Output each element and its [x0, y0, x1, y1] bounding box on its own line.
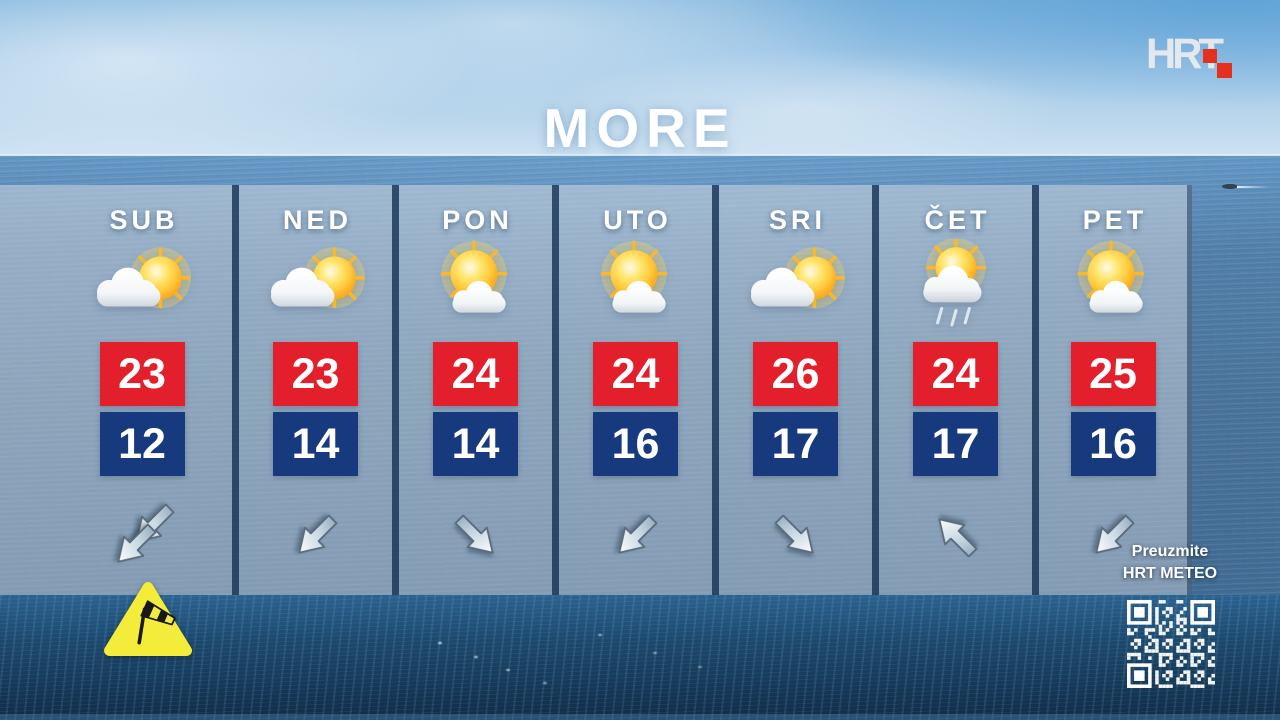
day-column: NED 23 14 — [232, 185, 392, 595]
temp-low-value: 16 — [611, 419, 660, 468]
day-column: UTO 24 16 — [552, 185, 712, 595]
temp-low-value: 17 — [931, 419, 980, 468]
day-column: ČET — [872, 185, 1032, 595]
temp-high-box: 25 — [1070, 342, 1156, 406]
wind-indicator — [906, 502, 1006, 570]
wind-direction-arrow-icon — [1095, 514, 1135, 554]
weather-icon — [254, 239, 378, 331]
wind-indicator — [426, 502, 526, 570]
day-column: SUB 23 12 — [0, 185, 232, 595]
temp-low-box: 16 — [593, 412, 678, 476]
temp-low-value: 14 — [451, 419, 500, 468]
wind-direction-arrow-icon — [454, 514, 494, 554]
day-label: NED — [282, 205, 352, 235]
temp-high-value: 23 — [118, 349, 166, 398]
temp-high-value: 24 — [611, 349, 660, 398]
promo-line-2: HRT METEO — [1122, 564, 1218, 582]
temp-low-box: 17 — [753, 412, 838, 476]
day-label: ČET — [924, 205, 991, 235]
day-label: UTO — [603, 205, 672, 235]
partly-cloudy-icon — [270, 247, 365, 309]
mostly-sunny-icon — [599, 240, 667, 313]
day-label: PON — [442, 205, 513, 235]
weather-icon — [894, 237, 1018, 331]
hrt-logo-red-square-icon — [1217, 63, 1232, 78]
temp-high-value: 24 — [931, 349, 980, 398]
temp-low-value: 12 — [118, 419, 166, 468]
weather-icon — [734, 239, 858, 331]
temp-low-box: 17 — [913, 412, 998, 476]
temp-high-box: 26 — [753, 342, 838, 406]
day-label: PET — [1082, 205, 1148, 235]
temp-high-box: 23 — [273, 342, 358, 406]
mostly-sunny-icon — [1077, 240, 1145, 313]
temp-high-box: 23 — [99, 342, 185, 406]
sea-foreground — [0, 595, 1280, 720]
weather-icon — [414, 239, 538, 331]
temp-high-value: 26 — [771, 349, 820, 398]
day-column: PON 24 14 — [392, 185, 552, 595]
temp-low-box: 16 — [1070, 412, 1156, 476]
page-title: MORE — [543, 97, 737, 159]
day-column: SRI 26 17 — [712, 185, 872, 595]
temp-low-box: 14 — [273, 412, 358, 476]
forecast-table: SUB 23 12 — [0, 185, 1192, 595]
wind-indicator — [1063, 502, 1163, 570]
wind-warning-badge — [104, 579, 192, 659]
mostly-sunny-icon — [439, 240, 507, 313]
weather-icon — [574, 239, 698, 331]
temp-high-value: 23 — [291, 349, 340, 398]
wind-direction-arrow-icon — [297, 514, 337, 554]
day-column: PET 25 16 — [1032, 185, 1192, 595]
boat — [1222, 184, 1269, 189]
wind-indicator — [586, 502, 686, 570]
temp-low-value: 16 — [1089, 419, 1137, 468]
sky-background — [0, 0, 1280, 157]
weather-icon — [80, 239, 204, 331]
wind-indicator — [266, 502, 366, 570]
temp-high-value: 24 — [451, 349, 500, 398]
temp-high-box: 24 — [593, 342, 678, 406]
temp-high-box: 24 — [433, 342, 518, 406]
partly-cloudy-icon — [750, 247, 845, 309]
promo-line-1: Preuzmite — [1131, 543, 1209, 560]
weather-icon — [1051, 239, 1175, 331]
wind-direction-arrow-icon — [117, 523, 157, 563]
day-label: SUB — [109, 205, 179, 235]
temp-low-value: 14 — [291, 419, 340, 468]
promo-text: Preuzmite HRT METEO — [1112, 541, 1228, 584]
sun-shower-icon — [922, 237, 986, 327]
temp-low-box: 14 — [433, 412, 518, 476]
day-label: SRI — [768, 205, 826, 235]
temp-high-value: 25 — [1089, 349, 1137, 398]
temp-high-box: 24 — [913, 342, 998, 406]
wind-direction-arrow-icon — [774, 514, 814, 554]
wind-indicator — [746, 502, 846, 570]
windsock-warning-icon — [104, 582, 192, 656]
wind-direction-arrow-icon — [617, 514, 657, 554]
qr-code — [1120, 593, 1222, 695]
partly-cloudy-icon — [97, 247, 192, 309]
temp-low-box: 12 — [99, 412, 185, 476]
wind-indicator — [92, 502, 192, 570]
hrt-logo-red-square-icon — [1203, 49, 1217, 63]
hrt-logo: HRT — [1146, 33, 1250, 87]
wind-direction-arrow-icon — [937, 518, 977, 558]
temp-low-value: 17 — [771, 419, 820, 468]
